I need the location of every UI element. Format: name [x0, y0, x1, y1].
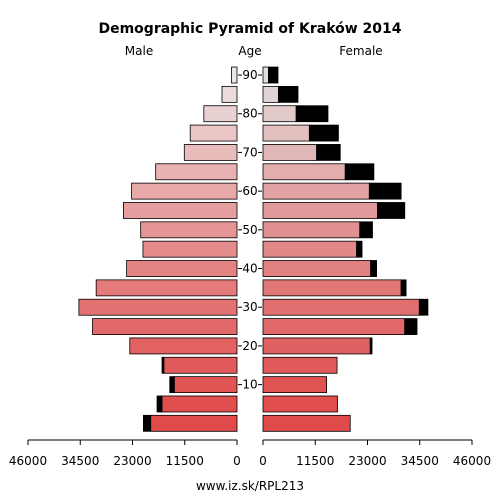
male-bar-80-84 — [203, 105, 238, 123]
female-bar-10-14 — [262, 376, 328, 394]
x-tick-label: 23000 — [113, 454, 151, 468]
source-label: www.iz.sk/RPL213 — [196, 479, 304, 493]
female-surplus-55-59 — [377, 202, 406, 219]
female-bar-85-89 — [262, 85, 279, 103]
male-surplus-5-9 — [156, 395, 163, 413]
female-bar-30-34 — [262, 298, 420, 316]
female-surplus-75-79 — [308, 124, 339, 142]
male-bar-60-64 — [131, 182, 238, 200]
male-bar-5-9 — [161, 395, 238, 413]
male-bar-20-24 — [129, 337, 238, 355]
x-tick-label: 0 — [259, 454, 267, 468]
female-bar-40-44 — [262, 260, 372, 277]
female-bar-50-54 — [262, 221, 361, 239]
female-surplus-65-69 — [344, 163, 375, 181]
female-bar-75-79 — [262, 124, 310, 142]
female-surplus-90+ — [268, 66, 279, 84]
male-bar-30-34 — [78, 298, 238, 316]
male-bar-15-19 — [163, 356, 238, 374]
male-bar-25-29 — [92, 318, 238, 335]
female-bar-15-19 — [262, 356, 338, 374]
male-bars — [78, 66, 238, 432]
female-bar-90+ — [262, 66, 269, 84]
male-surplus-15-19 — [161, 356, 165, 374]
x-tick-label: 34500 — [61, 454, 99, 468]
male-bar-35-39 — [95, 279, 238, 297]
x-axis: 46000 34500 23000 11500 0 0 11500 23000 34500 460… — [9, 439, 491, 468]
female-bar-20-24 — [262, 337, 371, 355]
male-surplus-10-14 — [169, 376, 175, 394]
male-bar-70-74 — [183, 144, 238, 161]
male-bar-90+ — [231, 66, 238, 84]
female-bar-25-29 — [262, 318, 406, 335]
female-bar-5-9 — [262, 395, 338, 413]
x-tick-label: 46000 — [453, 454, 491, 468]
female-surplus-35-39 — [400, 279, 407, 297]
male-bar-55-59 — [123, 202, 238, 219]
male-bar-85-89 — [221, 85, 238, 103]
male-bar-10-14 — [173, 376, 238, 394]
female-surplus-85-89 — [278, 85, 299, 103]
x-tick-label: 11500 — [166, 454, 204, 468]
female-surplus-30-34 — [418, 298, 429, 316]
male-label: Male — [125, 44, 153, 58]
x-tick-label: 0 — [233, 454, 241, 468]
female-label: Female — [339, 44, 382, 58]
age-tick-label: 90 — [242, 68, 257, 82]
age-tick-label: 50 — [242, 223, 257, 237]
male-surplus-0-4 — [143, 414, 152, 432]
x-tick-label: 23000 — [348, 454, 386, 468]
female-bar-35-39 — [262, 279, 402, 297]
female-surplus-50-54 — [359, 221, 373, 239]
female-bar-45-49 — [262, 240, 357, 258]
male-bar-0-4 — [150, 414, 238, 432]
female-bar-55-59 — [262, 202, 378, 219]
chart-title: Demographic Pyramid of Kraków 2014 — [98, 21, 401, 37]
male-bar-50-54 — [140, 221, 238, 239]
male-bar-40-44 — [126, 260, 238, 277]
x-tick-label: 34500 — [401, 454, 439, 468]
female-bar-0-4 — [262, 414, 351, 432]
female-surplus-70-74 — [316, 144, 341, 161]
female-bar-65-69 — [262, 163, 346, 181]
age-tick-label: 40 — [242, 262, 257, 276]
female-surplus-40-44 — [370, 260, 377, 277]
x-tick-label: 46000 — [9, 454, 47, 468]
female-bars — [262, 66, 429, 432]
female-surplus-25-29 — [404, 318, 418, 335]
female-surplus-45-49 — [356, 240, 363, 258]
female-surplus-20-24 — [369, 337, 373, 355]
female-bar-60-64 — [262, 182, 370, 200]
x-tick-label: 11500 — [296, 454, 334, 468]
age-tick-label: 20 — [242, 339, 257, 353]
age-label: Age — [238, 44, 261, 58]
female-surplus-60-64 — [368, 182, 402, 200]
female-bar-80-84 — [262, 105, 297, 123]
female-surplus-80-84 — [295, 105, 329, 123]
age-axis: 10 20 30 40 50 60 70 80 90 — [238, 68, 262, 392]
male-bar-65-69 — [155, 163, 238, 181]
female-bar-70-74 — [262, 144, 318, 161]
age-tick-label: 30 — [242, 300, 257, 314]
male-bar-45-49 — [142, 240, 238, 258]
age-tick-label: 70 — [242, 145, 257, 159]
age-tick-label: 80 — [242, 107, 257, 121]
age-tick-label: 10 — [242, 378, 257, 392]
age-tick-label: 60 — [242, 184, 257, 198]
male-bar-75-79 — [189, 124, 238, 142]
